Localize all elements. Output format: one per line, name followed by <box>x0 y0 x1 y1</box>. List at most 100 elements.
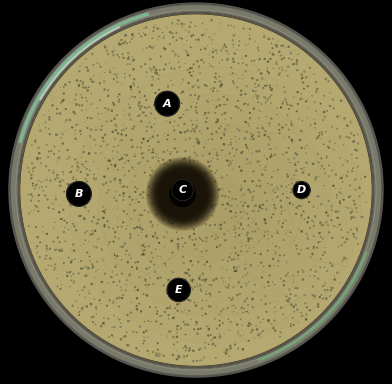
Point <box>280 191 286 197</box>
Point <box>27 167 33 173</box>
Point <box>258 217 264 223</box>
Point <box>101 174 107 180</box>
Point <box>214 144 221 150</box>
Point <box>236 225 243 231</box>
Circle shape <box>147 159 218 229</box>
Point <box>320 117 326 123</box>
Point <box>226 254 232 260</box>
Point <box>27 180 34 187</box>
Point <box>91 274 98 280</box>
Point <box>143 234 149 240</box>
Point <box>136 274 143 280</box>
Point <box>149 66 155 73</box>
Point <box>204 192 211 199</box>
Point <box>134 225 141 232</box>
Point <box>247 299 253 305</box>
Point <box>301 208 307 214</box>
Point <box>276 142 283 148</box>
Point <box>105 106 111 113</box>
Point <box>329 202 336 208</box>
Point <box>120 51 126 57</box>
Point <box>232 226 238 232</box>
Point <box>158 53 164 60</box>
Point <box>115 142 121 149</box>
Point <box>212 130 219 136</box>
Point <box>191 242 198 248</box>
Point <box>95 220 101 226</box>
Point <box>238 239 244 245</box>
Point <box>197 186 203 192</box>
Point <box>227 345 234 351</box>
Point <box>180 345 187 351</box>
Point <box>291 311 298 317</box>
Point <box>314 303 320 310</box>
Point <box>207 203 213 209</box>
Point <box>225 96 231 103</box>
Point <box>100 48 107 54</box>
Point <box>181 307 188 313</box>
Point <box>214 157 221 163</box>
Point <box>277 318 283 324</box>
Point <box>220 166 226 172</box>
Point <box>140 243 146 249</box>
Point <box>137 106 143 112</box>
Point <box>135 213 142 219</box>
Point <box>143 183 150 189</box>
Point <box>269 233 275 240</box>
Point <box>91 243 97 250</box>
Point <box>152 22 158 28</box>
Point <box>58 216 64 222</box>
Point <box>141 339 147 345</box>
Point <box>236 232 242 238</box>
Point <box>338 98 344 104</box>
Point <box>94 60 100 66</box>
Point <box>72 255 78 261</box>
Point <box>34 243 40 249</box>
Point <box>274 195 280 201</box>
Point <box>363 199 369 205</box>
Point <box>320 236 326 242</box>
Point <box>280 98 286 104</box>
Circle shape <box>165 176 201 212</box>
Point <box>230 56 236 62</box>
Point <box>32 137 38 144</box>
Point <box>113 338 119 344</box>
Point <box>164 25 171 31</box>
Point <box>52 238 58 244</box>
Point <box>225 258 231 264</box>
Point <box>152 180 158 186</box>
Point <box>243 119 249 125</box>
Point <box>212 179 218 185</box>
Point <box>214 150 220 156</box>
Point <box>193 152 200 158</box>
Point <box>212 170 218 176</box>
Point <box>45 199 51 205</box>
Point <box>221 55 227 61</box>
Point <box>122 38 128 45</box>
Point <box>271 186 278 192</box>
Point <box>345 169 351 175</box>
Point <box>100 138 107 144</box>
Point <box>138 229 145 235</box>
Point <box>145 334 151 340</box>
Point <box>65 181 71 187</box>
Point <box>114 51 120 58</box>
Point <box>249 298 255 305</box>
Point <box>96 235 103 241</box>
Point <box>285 173 291 179</box>
Point <box>153 344 159 351</box>
Point <box>141 91 147 98</box>
Point <box>190 137 196 143</box>
Point <box>241 298 248 305</box>
Point <box>85 116 91 122</box>
Point <box>355 132 361 138</box>
Point <box>114 154 120 160</box>
Point <box>206 147 212 153</box>
Point <box>284 142 290 148</box>
Point <box>171 254 177 260</box>
Point <box>132 151 138 157</box>
Point <box>243 283 249 289</box>
Point <box>217 243 223 249</box>
Point <box>237 209 243 215</box>
Point <box>317 220 323 226</box>
